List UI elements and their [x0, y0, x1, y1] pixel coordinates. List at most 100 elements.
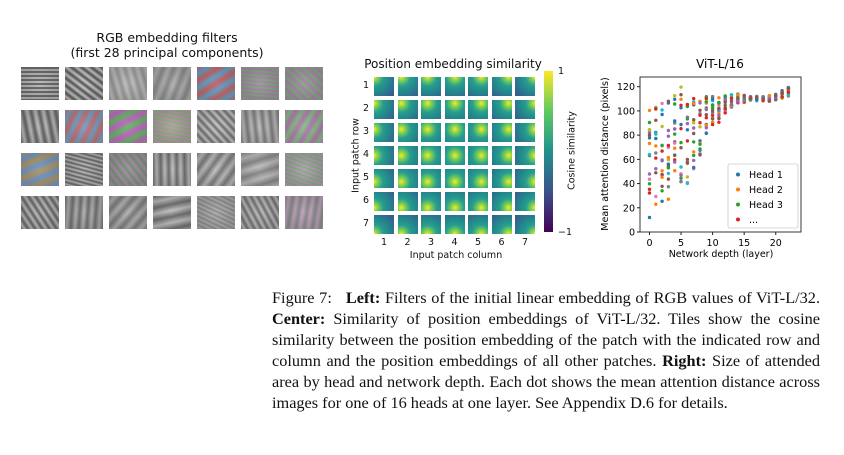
similarity-tile — [421, 77, 441, 96]
data-point — [698, 153, 702, 157]
colorbar-min-label: −1 — [558, 227, 573, 238]
data-point — [685, 181, 690, 186]
data-point — [748, 96, 753, 101]
plot-frame — [639, 76, 802, 233]
filter-tile — [21, 67, 59, 100]
data-point — [679, 85, 683, 89]
data-point — [710, 94, 715, 99]
data-point — [692, 158, 696, 163]
row-tick: 6 — [363, 195, 370, 206]
data-point — [736, 93, 740, 97]
similarity-tile — [397, 192, 418, 211]
attention-distance-chart: ViT-L/16 0 5 10 15 20 0 20 40 60 80 100 120 Network… — [600, 57, 802, 260]
row-tick: 3 — [363, 126, 370, 137]
filter-tile — [197, 67, 235, 100]
data-point — [647, 133, 652, 137]
x-axis-label: Network depth (layer) — [669, 249, 774, 260]
filter-tile — [241, 153, 279, 186]
data-point — [723, 100, 727, 105]
data-point — [704, 100, 708, 104]
legend-marker — [736, 172, 740, 177]
data-point — [717, 96, 721, 100]
data-point — [723, 103, 727, 108]
data-point — [767, 93, 772, 98]
legend-marker — [736, 217, 740, 222]
data-point — [717, 106, 721, 111]
filter-tile — [241, 196, 279, 229]
data-point — [679, 93, 683, 97]
data-point — [698, 139, 702, 143]
similarity-tile — [421, 215, 441, 234]
filter-tile — [153, 67, 191, 100]
data-point — [780, 91, 784, 96]
data-point — [660, 173, 664, 177]
data-point — [673, 102, 677, 106]
data-point — [660, 124, 664, 129]
filter-tile — [153, 110, 191, 143]
data-point — [710, 97, 715, 101]
filter-tile — [21, 110, 59, 143]
data-point — [647, 128, 652, 132]
data-point — [673, 169, 677, 173]
data-point — [704, 113, 708, 117]
data-point — [698, 113, 702, 118]
data-point — [679, 103, 683, 107]
rgb-filter-grid — [21, 67, 326, 232]
data-point — [729, 93, 734, 97]
legend-box — [727, 163, 799, 229]
row-tick: 1 — [363, 80, 370, 91]
similarity-tile — [491, 169, 512, 188]
data-point — [710, 117, 715, 121]
data-point — [654, 118, 658, 123]
data-point — [767, 99, 772, 103]
data-point — [654, 156, 658, 160]
data-point — [692, 96, 696, 101]
similarity-tile — [374, 146, 394, 165]
data-point — [685, 117, 690, 121]
position-similarity-grid — [374, 77, 538, 238]
similarity-tile — [468, 146, 488, 165]
similarity-tile — [491, 77, 512, 96]
data-point — [692, 150, 696, 154]
similarity-tile — [421, 169, 441, 188]
data-point — [685, 121, 690, 126]
data-point — [685, 102, 690, 107]
data-point — [647, 215, 652, 220]
column-tick: 4 — [451, 237, 458, 248]
data-point — [736, 99, 740, 104]
filter-tile — [197, 110, 235, 143]
data-point — [692, 126, 696, 130]
data-point — [666, 171, 671, 176]
similarity-tile — [374, 100, 394, 119]
data-point — [710, 113, 715, 117]
data-point — [704, 107, 708, 112]
data-point — [679, 173, 683, 178]
position-similarity-title: Position embedding similarity — [364, 57, 542, 71]
similarity-tile — [374, 215, 394, 234]
data-point — [647, 131, 652, 135]
data-point — [710, 122, 715, 127]
data-point — [704, 96, 708, 101]
data-point — [660, 199, 664, 203]
column-tick: 7 — [522, 237, 529, 248]
data-point — [654, 167, 658, 171]
data-point — [729, 102, 734, 106]
data-point — [692, 131, 696, 136]
data-point — [723, 97, 727, 102]
data-point — [774, 94, 778, 98]
data-point — [704, 123, 708, 127]
data-point — [786, 93, 791, 98]
similarity-tile — [374, 192, 394, 211]
data-point — [666, 185, 671, 189]
y-tick-label: 100 — [617, 106, 635, 117]
similarity-tile — [468, 215, 488, 234]
data-point — [786, 90, 791, 94]
filter-tile — [65, 196, 103, 229]
chart-points — [647, 85, 791, 220]
y-tick-label: 80 — [623, 131, 635, 142]
data-point — [660, 169, 664, 173]
data-point — [685, 157, 690, 162]
data-point — [673, 127, 677, 131]
colorbar-label: Cosine similarity — [566, 111, 578, 190]
filter-tile — [109, 153, 147, 186]
